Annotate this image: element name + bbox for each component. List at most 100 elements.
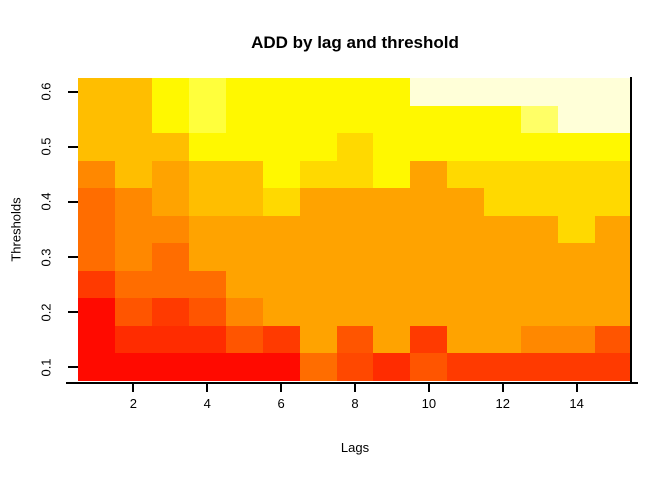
heatmap-cell <box>225 78 263 106</box>
x-tick-label: 14 <box>569 396 584 411</box>
heatmap-cell <box>262 325 300 354</box>
x-tick-mark <box>132 384 135 392</box>
heatmap-cell <box>262 105 300 134</box>
heatmap-cell <box>336 105 374 134</box>
heatmap-cell <box>336 325 374 354</box>
heatmap-cell <box>373 188 411 216</box>
heatmap-cell <box>262 270 300 299</box>
heatmap-cell <box>373 105 411 134</box>
x-tick-mark <box>280 384 283 392</box>
y-tick-mark <box>68 311 78 314</box>
heatmap-cell <box>262 78 300 106</box>
heatmap-cell <box>484 105 522 134</box>
heatmap-cell <box>410 133 448 161</box>
heatmap-cell <box>336 78 374 106</box>
heatmap-cell <box>336 353 374 381</box>
heatmap-cell <box>78 133 115 161</box>
x-tick-label: 12 <box>495 396 510 411</box>
heatmap-cell <box>299 188 337 216</box>
heatmap-cell <box>78 78 115 106</box>
heatmap-cell <box>410 215 448 244</box>
heatmap-cell <box>262 160 300 189</box>
y-tick-mark <box>68 256 78 259</box>
heatmap-plot-area <box>78 78 632 381</box>
heatmap-cell <box>262 133 300 161</box>
heatmap-cell <box>78 243 115 271</box>
x-tick-label: 10 <box>421 396 437 411</box>
heatmap-cell <box>558 270 596 299</box>
heatmap-cell <box>558 243 596 271</box>
y-tick-mark <box>68 145 78 148</box>
heatmap-cell <box>484 243 522 271</box>
heatmap-cell <box>484 270 522 299</box>
heatmap-cell <box>114 353 152 381</box>
heatmap-cell <box>151 78 189 106</box>
heatmap-cell <box>521 215 559 244</box>
heatmap-cell <box>225 353 263 381</box>
heatmap-cell <box>78 188 115 216</box>
heatmap-cell <box>373 160 411 189</box>
heatmap-cell <box>558 133 596 161</box>
heatmap-cell <box>447 188 485 216</box>
heatmap-cell <box>114 133 152 161</box>
heatmap-cell <box>151 105 189 134</box>
x-tick-label: 6 <box>277 396 285 411</box>
heatmap-cell <box>299 105 337 134</box>
heatmap-cell <box>521 298 559 326</box>
heatmap-cell <box>262 298 300 326</box>
heatmap-cell <box>78 105 115 134</box>
heatmap-cell <box>595 243 632 271</box>
x-tick-mark <box>354 384 356 392</box>
heatmap-cell <box>78 298 115 326</box>
heatmap-cell <box>114 325 152 354</box>
heatmap-cell <box>447 298 485 326</box>
heatmap-cell <box>262 353 300 381</box>
heatmap-cell <box>410 105 448 134</box>
heatmap-cell <box>410 78 448 106</box>
heatmap-cell <box>521 270 559 299</box>
heatmap-cell <box>558 215 596 244</box>
y-tick-mark <box>68 90 78 93</box>
heatmap-cell <box>558 160 596 189</box>
heatmap-cell <box>188 160 226 189</box>
heatmap-cell <box>558 78 596 106</box>
heatmap-cell <box>336 298 374 326</box>
y-tick-mark <box>68 366 78 369</box>
plot-right-border <box>630 77 632 383</box>
heatmap-cell <box>188 298 226 326</box>
heatmap-cell <box>262 215 300 244</box>
heatmap-cell <box>151 160 189 189</box>
heatmap-cell <box>558 298 596 326</box>
heatmap-cell <box>410 243 448 271</box>
heatmap-cell <box>484 133 522 161</box>
heatmap-cell <box>225 298 263 326</box>
heatmap-cell <box>447 78 485 106</box>
heatmap-cell <box>521 78 559 106</box>
heatmap-cell <box>484 353 522 381</box>
heatmap-cell <box>114 160 152 189</box>
heatmap-cell <box>225 133 263 161</box>
heatmap-cell <box>521 160 559 189</box>
heatmap-cell <box>558 325 596 354</box>
x-tick-label: 4 <box>203 396 211 411</box>
heatmap-cell <box>225 160 263 189</box>
heatmap-cell <box>336 160 374 189</box>
heatmap-cell <box>114 215 152 244</box>
heatmap-cell <box>484 215 522 244</box>
heatmap-cell <box>373 78 411 106</box>
x-tick-mark <box>575 384 578 392</box>
heatmap-cell <box>410 188 448 216</box>
heatmap-cell <box>151 325 189 354</box>
heatmap-cell <box>595 353 632 381</box>
heatmap-cell <box>447 270 485 299</box>
heatmap-cell <box>521 188 559 216</box>
heatmap-cell <box>410 160 448 189</box>
heatmap-cell <box>299 243 337 271</box>
heatmap-cell <box>336 133 374 161</box>
heatmap-cell <box>447 160 485 189</box>
heatmap-cell <box>484 78 522 106</box>
heatmap-cell <box>78 325 115 354</box>
heatmap-cell <box>188 188 226 216</box>
heatmap-cell <box>151 298 189 326</box>
heatmap-cell <box>225 188 263 216</box>
